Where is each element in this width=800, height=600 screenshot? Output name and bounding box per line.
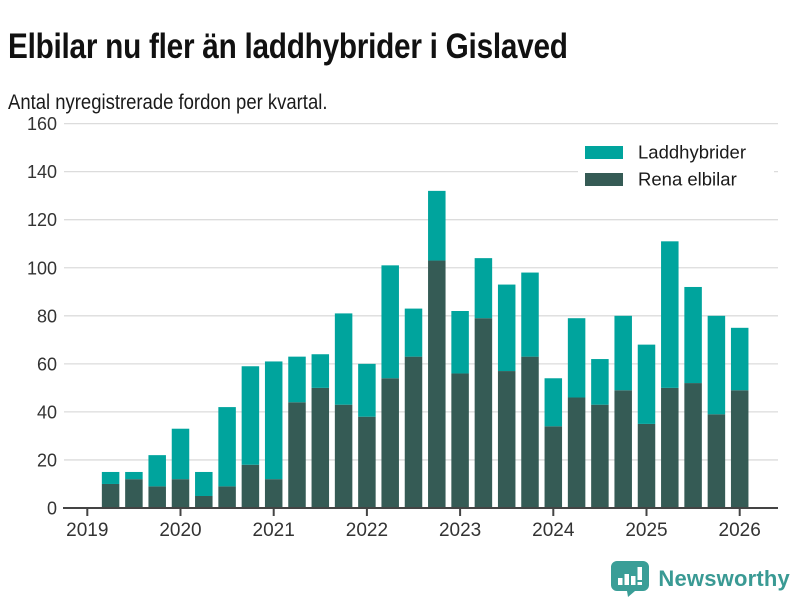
x-axis-label: 2025 (625, 520, 667, 541)
chart-subtitle: Antal nyregistrerade fordon per kvartal. (8, 91, 328, 114)
bar-segment-laddhybrider (381, 265, 399, 379)
bar-segment-rena-elbilar (614, 390, 632, 508)
bar-segment-laddhybrider (544, 378, 563, 427)
bar-segment-rena-elbilar (241, 464, 260, 508)
y-axis-label: 60 (37, 354, 57, 374)
x-axis-label: 2021 (253, 520, 295, 541)
bar-segment-laddhybrider (567, 318, 586, 398)
bar-segment-rena-elbilar (334, 404, 353, 508)
brand-name: Newsworthy (658, 566, 790, 591)
bar-segment-laddhybrider (148, 455, 166, 487)
bar-segment-laddhybrider (218, 407, 236, 487)
bar-segment-rena-elbilar (684, 383, 702, 508)
bar-segment-laddhybrider (264, 361, 283, 480)
bar-segment-laddhybrider (404, 308, 423, 357)
x-axis-label: 2019 (66, 520, 108, 541)
y-axis-label: 120 (27, 210, 57, 230)
bar-segment-rena-elbilar (521, 356, 539, 508)
bar-segment-rena-elbilar (707, 414, 726, 508)
bar-segment-rena-elbilar (125, 479, 143, 508)
bar-segment-laddhybrider (730, 327, 749, 391)
bar-segment-laddhybrider (241, 366, 260, 465)
bar-segment-rena-elbilar (497, 371, 516, 508)
y-axis-label: 80 (37, 306, 57, 326)
bar-segment-rena-elbilar (311, 387, 330, 508)
bar-segment-laddhybrider (195, 471, 213, 496)
bar-segment-laddhybrider (311, 354, 330, 388)
x-axis-label: 2022 (346, 520, 388, 541)
bar-segment-rena-elbilar (218, 486, 236, 508)
bar-segment-rena-elbilar (264, 479, 283, 508)
bar-segment-rena-elbilar (381, 378, 399, 508)
bar-segment-rena-elbilar (101, 483, 120, 508)
brand-footer: Newsworthy (610, 561, 790, 597)
bar-segment-laddhybrider (358, 363, 376, 417)
bar-segment-laddhybrider (591, 359, 609, 405)
legend-label: Laddhybrider (638, 142, 746, 163)
bar-segment-rena-elbilar (567, 397, 586, 508)
bar-segment-rena-elbilar (288, 402, 306, 508)
bar-segment-rena-elbilar (358, 416, 376, 508)
bar-segment-rena-elbilar (591, 404, 609, 508)
bar-segment-rena-elbilar (404, 356, 423, 508)
bar-segment-rena-elbilar (171, 479, 190, 508)
bar-segment-laddhybrider (334, 313, 353, 405)
legend-swatch (585, 173, 623, 186)
x-axis-label: 2020 (159, 520, 201, 541)
newsworthy-logo-icon (611, 561, 650, 597)
bar-segment-laddhybrider (637, 344, 656, 424)
y-axis-label: 20 (37, 450, 57, 470)
y-axis-label: 100 (27, 258, 57, 278)
bar-segment-laddhybrider (614, 315, 632, 391)
y-axis-label: 140 (27, 162, 57, 182)
bar-segment-laddhybrider (101, 471, 120, 484)
bar-segment-laddhybrider (288, 356, 306, 403)
bar-segment-laddhybrider (661, 241, 679, 388)
bar-segment-rena-elbilar (195, 495, 213, 508)
bar-segment-rena-elbilar (148, 486, 166, 508)
bar-segment-rena-elbilar (428, 260, 446, 508)
bar-segment-rena-elbilar (661, 387, 679, 508)
bar-segment-rena-elbilar (637, 423, 656, 508)
bar-segment-laddhybrider (497, 284, 516, 372)
x-axis-label: 2023 (439, 520, 481, 541)
x-axis-label: 2024 (532, 520, 575, 541)
x-axis-label: 2026 (719, 520, 761, 541)
bar-segment-laddhybrider (684, 286, 702, 384)
chart-title: Elbilar nu fler än laddhybrider i Gislav… (8, 27, 568, 67)
bar-segment-laddhybrider (521, 272, 539, 357)
bar-segment-laddhybrider (125, 471, 143, 480)
bar-segment-rena-elbilar (474, 318, 493, 508)
bar-segment-laddhybrider (428, 190, 446, 261)
y-axis-label: 0 (47, 499, 57, 519)
bar-segment-laddhybrider (474, 258, 493, 319)
y-axis-label: 40 (37, 402, 57, 422)
bar-segment-laddhybrider (451, 310, 469, 374)
legend-swatch (585, 146, 623, 159)
bar-segment-rena-elbilar (544, 426, 563, 508)
bar-segment-laddhybrider (707, 315, 726, 415)
legend-label: Rena elbilar (638, 169, 737, 190)
bar-segment-rena-elbilar (451, 373, 469, 508)
bar-segment-rena-elbilar (730, 390, 749, 508)
y-axis-label: 160 (27, 114, 57, 134)
bar-segment-laddhybrider (171, 428, 190, 480)
